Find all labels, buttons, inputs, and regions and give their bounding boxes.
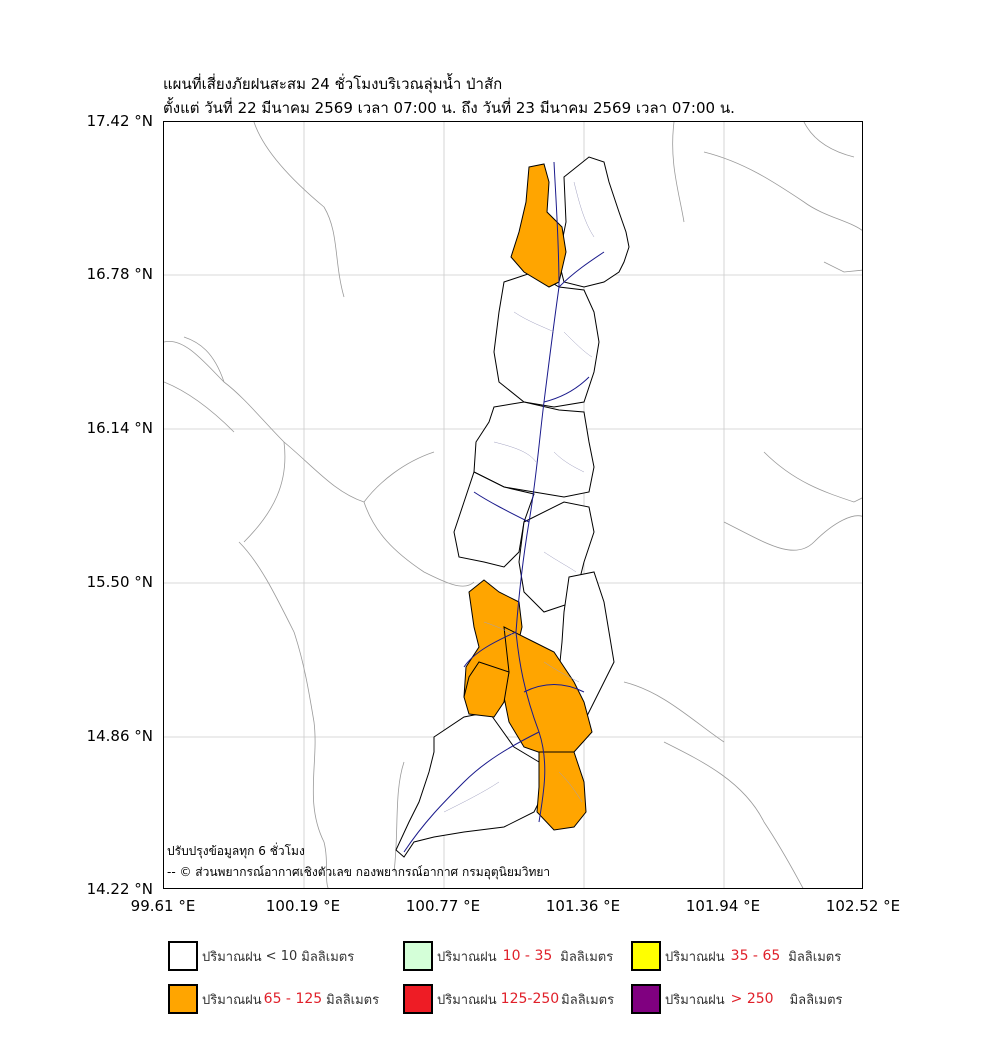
legend-swatch xyxy=(403,941,433,971)
legend-prefix: ปริมาณฝน xyxy=(437,992,497,1008)
legend-unit: มิลลิเมตร xyxy=(301,949,355,965)
lon-tick-label: 100.19 °E xyxy=(265,897,341,915)
map-title: แผนที่เสี่ยงภัยฝนสะสม 24 ชั่วโมงบริเวณลุ… xyxy=(163,75,503,93)
legend-range: < 10 xyxy=(265,948,298,964)
province-boundaries xyxy=(164,122,862,888)
credit-note: -- © ส่วนพยากรณ์อากาศเชิงตัวเลข กองพยากร… xyxy=(167,865,551,879)
legend-unit: มิลลิเมตร xyxy=(788,949,842,965)
lon-tick-label: 99.61 °E xyxy=(130,897,196,915)
legend-unit: มิลลิเมตร xyxy=(560,949,614,965)
legend-prefix: ปริมาณฝน xyxy=(202,992,262,1008)
legend-swatch xyxy=(631,941,661,971)
subbasins-high xyxy=(463,163,593,831)
lat-tick-label: 16.14 °N xyxy=(86,419,153,437)
river-network xyxy=(403,161,605,853)
legend-swatch xyxy=(403,984,433,1014)
minor-streams xyxy=(443,181,595,813)
map-area xyxy=(163,121,863,889)
map-canvas xyxy=(164,122,862,888)
lat-tick-label: 14.86 °N xyxy=(86,727,153,745)
legend-range: 10 - 35 xyxy=(502,948,553,964)
lon-tick-label: 101.94 °E xyxy=(685,897,761,915)
legend-swatch xyxy=(631,984,661,1014)
legend-item: ปริมาณฝน < 10 มิลลิเมตร xyxy=(168,939,354,973)
legend-range: 35 - 65 xyxy=(730,948,781,964)
legend-range: > 250 xyxy=(730,991,774,1007)
subbasins-low xyxy=(395,156,630,858)
legend-prefix: ปริมาณฝน xyxy=(202,949,262,965)
legend-prefix: ปริมาณฝน xyxy=(665,992,725,1008)
lat-tick-label: 16.78 °N xyxy=(86,265,153,283)
legend-swatch xyxy=(168,984,198,1014)
legend-item: ปริมาณฝน 10 - 35 มิลลิเมตร xyxy=(403,939,613,973)
lat-tick-label: 14.22 °N xyxy=(86,880,153,898)
legend-swatch xyxy=(168,941,198,971)
legend-prefix: ปริมาณฝน xyxy=(665,949,725,965)
legend-unit: มิลลิเมตร xyxy=(561,992,615,1008)
lon-tick-label: 100.77 °E xyxy=(405,897,481,915)
legend-prefix: ปริมาณฝน xyxy=(437,949,497,965)
legend-range: 125-250 xyxy=(500,991,560,1007)
legend-item: ปริมาณฝน > 250 มิลลิเมตร xyxy=(631,982,843,1016)
lat-tick-label: 15.50 °N xyxy=(86,573,153,591)
legend-item: ปริมาณฝน 125-250 มิลลิเมตร xyxy=(403,982,614,1016)
legend-item: ปริมาณฝน 35 - 65 มิลลิเมตร xyxy=(631,939,841,973)
map-subtitle: ตั้งแต่ วันที่ 22 มีนาคม 2569 เวลา 07:00… xyxy=(163,99,735,117)
legend-unit: มิลลิเมตร xyxy=(789,992,843,1008)
lon-tick-label: 102.52 °E xyxy=(825,897,901,915)
lat-tick-label: 17.42 °N xyxy=(86,112,153,130)
legend-unit: มิลลิเมตร xyxy=(326,992,380,1008)
lon-tick-label: 101.36 °E xyxy=(545,897,621,915)
legend-range: 65 - 125 xyxy=(263,991,323,1007)
legend-item: ปริมาณฝน 65 - 125 มิลลิเมตร xyxy=(168,982,379,1016)
update-note: ปรับปรุงข้อมูลทุก 6 ชั่วโมง xyxy=(167,844,305,858)
